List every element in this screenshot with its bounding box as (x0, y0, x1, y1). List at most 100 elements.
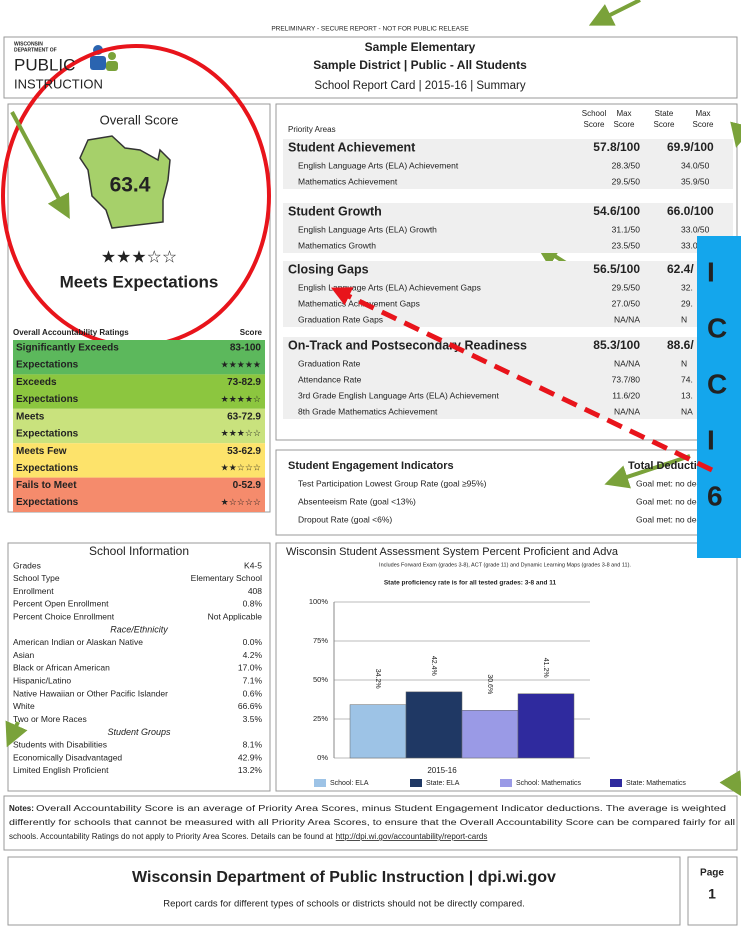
item-state: 13. (681, 390, 693, 400)
school-info-title: School Information (89, 544, 189, 558)
school-info-label: Students with Disabilities (13, 739, 107, 749)
section-name: On-Track and Postsecondary Readiness (288, 338, 527, 352)
school-score: 57.8/100 (593, 140, 640, 154)
rating-row (13, 443, 265, 478)
school-info-value: 0.0% (243, 637, 263, 647)
legend-label: State: Mathematics (626, 780, 686, 787)
engagement-label: Test Participation Lowest Group Rate (go… (298, 478, 487, 488)
column-header: Score (693, 120, 714, 129)
y-tick-label: 0% (317, 753, 328, 762)
rating-stars: ★★★★★ (221, 359, 261, 369)
item-school: 11.6/20 (612, 390, 640, 400)
school-info-label: Hispanic/Latino (13, 675, 71, 685)
rating-score: 53-62.9 (227, 446, 261, 457)
school-info-box (7, 542, 271, 792)
footer-subtitle: Report cards for different types of scho… (163, 899, 525, 910)
value-label: 30.6% (486, 674, 493, 694)
priority-title: Priority Areas (288, 125, 336, 134)
state-score: 69.9/100 (667, 140, 714, 154)
engagement-title: Student Engagement Indicators (288, 460, 454, 472)
rating-name: Significantly Exceeds (16, 343, 119, 354)
notes-box (3, 795, 738, 851)
school-name: Sample Elementary (365, 40, 476, 54)
column-header: Score (654, 120, 675, 129)
notes-label: Notes: (9, 804, 34, 813)
item-label: 3rd Grade English Language Arts (ELA) Ac… (298, 390, 499, 400)
school-info-value: 3.5% (243, 714, 263, 724)
notes-link[interactable]: http://dpi.wi.gov/accountability/report-… (336, 832, 488, 841)
legend-label: School: Mathematics (516, 780, 581, 787)
logo-icon (90, 45, 118, 71)
logo-text: DEPARTMENT OF (14, 47, 57, 53)
red-arrow (330, 287, 714, 473)
school-info-label: Percent Choice Enrollment (13, 611, 115, 621)
item-label: English Language Arts (ELA) Achievement … (298, 282, 481, 292)
footer-title: Wisconsin Department of Public Instructi… (132, 869, 556, 886)
column-header: State (655, 109, 674, 118)
school-info-value: Not Applicable (208, 611, 263, 621)
rating-score: 63-72.9 (227, 411, 261, 422)
school-info-label: American Indian or Alaskan Native (13, 637, 143, 647)
school-info-label: Economically Disadvantaged (13, 752, 122, 762)
item-label: English Language Arts (ELA) Growth (298, 224, 437, 234)
value-label: 41.2% (542, 658, 549, 678)
overall-rating: Meets Expectations (60, 272, 219, 291)
legend-swatch (500, 779, 512, 787)
item-state: 33.0/50 (681, 224, 710, 234)
school-info-label: Native Hawaiian or Other Pacific Islande… (13, 688, 168, 698)
section-name: Student Growth (288, 204, 382, 218)
state-score: 66.0/100 (667, 204, 714, 218)
y-tick-label: 75% (313, 636, 328, 645)
item-school: 29.5/50 (612, 176, 641, 186)
legend-label: School: ELA (330, 780, 369, 787)
value-label: 42.4% (430, 656, 437, 676)
item-label: English Language Arts (ELA) Achievement (298, 160, 459, 170)
logo-text: INSTRUCTION (14, 76, 103, 91)
bar (349, 704, 407, 759)
wisconsin-map (79, 135, 171, 229)
rating-stars: ★★☆☆☆ (221, 463, 261, 473)
bar (517, 693, 575, 759)
engagement-label: Absenteeism Rate (goal <13%) (298, 496, 416, 506)
item-state: N (681, 314, 687, 324)
notes-text: Overall Accountability Score is an avera… (36, 804, 726, 813)
school-info-label: Limited English Proficient (13, 765, 109, 775)
page-box (687, 856, 738, 926)
item-state: 74. (681, 374, 693, 384)
logo-text: PUBLIC (14, 55, 75, 74)
section-band (283, 139, 733, 189)
notes-text: schools. Accountability Ratings do not a… (9, 832, 334, 841)
school-info-value: 0.8% (243, 599, 263, 609)
x-tick-label: 2015-16 (427, 766, 457, 775)
school-score: 54.6/100 (593, 204, 640, 218)
item-school: 31.1/50 (612, 224, 641, 234)
item-school: 27.0/50 (612, 298, 641, 308)
chart-note: State proficiency rate is for all tested… (384, 580, 557, 587)
rating-name: Exceeds (16, 377, 57, 388)
school-info-value: 4.2% (243, 650, 263, 660)
footer-box (7, 856, 681, 926)
rating-name: Meets Few (16, 446, 67, 457)
item-state: 34.0/50 (681, 160, 710, 170)
page-number: 1 (708, 886, 716, 902)
report-title: School Report Card | 2015-16 | Summary (314, 80, 525, 92)
school-info-value: Elementary School (191, 573, 262, 583)
engagement-status: Goal met: no deduc (636, 514, 711, 524)
rating-stars: ★★★★☆ (221, 394, 261, 404)
item-label: 8th Grade Mathematics Achievement (298, 406, 438, 416)
y-tick-label: 25% (313, 714, 328, 723)
overlay-box (697, 236, 741, 558)
item-label: Graduation Rate Gaps (298, 314, 383, 324)
column-header: Score (614, 120, 635, 129)
rating-name: Expectations (16, 360, 79, 371)
overlay-letter: C (707, 368, 727, 399)
item-label: Graduation Rate (298, 358, 361, 368)
school-score: 85.3/100 (593, 338, 640, 352)
item-school: NA/NA (614, 406, 640, 416)
item-label: Attendance Rate (298, 374, 362, 384)
engagement-deductions: Total Deduction (628, 460, 711, 472)
school-info-label: School Type (13, 573, 60, 583)
item-school: NA/NA (614, 358, 640, 368)
rating-row (13, 408, 265, 444)
